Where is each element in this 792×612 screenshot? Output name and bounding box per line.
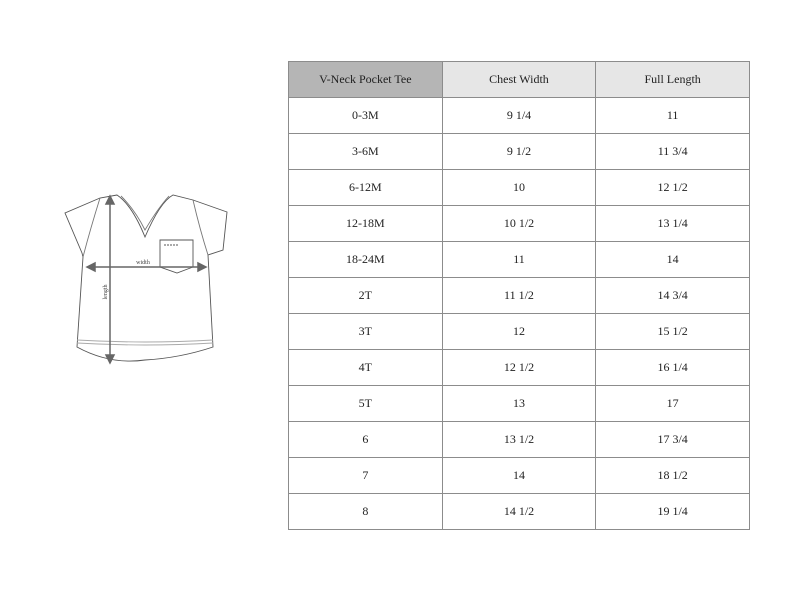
chest-width-cell: 10 [441,169,597,206]
chest-width-cell: 9 1/4 [441,97,597,134]
size-cell: 3-6M [288,133,443,170]
table-header-row: V-Neck Pocket Tee Chest Width Full Lengt… [288,61,750,98]
full-length-cell: 17 [595,385,750,422]
header-style: V-Neck Pocket Tee [288,61,443,98]
pocket-icon [159,239,194,274]
full-length-cell: 14 [595,241,750,278]
chest-width-cell: 10 1/2 [441,205,597,242]
full-length-cell: 14 3/4 [595,277,750,314]
tee-outline [64,194,228,362]
size-cell: 2T [288,277,443,314]
full-length-cell: 19 1/4 [595,493,750,530]
chest-width-cell: 13 [441,385,597,422]
table-row: 6-12M 10 12 1/2 [288,169,750,206]
size-cell: 7 [288,457,443,494]
table-row: 6 13 1/2 17 3/4 [288,421,750,458]
size-cell: 6 [288,421,443,458]
table-row: 3-6M 9 1/2 11 3/4 [288,133,750,170]
size-cell: 4T [288,349,443,386]
table-row: 7 14 18 1/2 [288,457,750,494]
chest-width-cell: 13 1/2 [441,421,597,458]
chest-width-cell: 9 1/2 [441,133,597,170]
table-row: 3T 12 15 1/2 [288,313,750,350]
chest-width-cell: 11 1/2 [441,277,597,314]
size-cell: 6-12M [288,169,443,206]
table-row: 8 14 1/2 19 1/4 [288,493,750,530]
width-label: width [136,260,150,266]
chest-width-cell: 14 1/2 [441,493,597,530]
size-cell: 12-18M [288,205,443,242]
table-row: 0-3M 9 1/4 11 [288,97,750,134]
size-cell: 5T [288,385,443,422]
chest-width-cell: 14 [441,457,597,494]
header-full-length: Full Length [595,61,750,98]
size-cell: 18-24M [288,241,443,278]
chest-width-cell: 12 [441,313,597,350]
table-row: 4T 12 1/2 16 1/4 [288,349,750,386]
full-length-cell: 11 3/4 [595,133,750,170]
header-chest-width: Chest Width [441,61,597,98]
table-row: 12-18M 10 1/2 13 1/4 [288,205,750,242]
chest-width-cell: 11 [441,241,597,278]
full-length-cell: 16 1/4 [595,349,750,386]
table-row: 2T 11 1/2 14 3/4 [288,277,750,314]
size-cell: 0-3M [288,97,443,134]
full-length-cell: 13 1/4 [595,205,750,242]
tee-illustration: width length [64,194,228,365]
full-length-cell: 17 3/4 [595,421,750,458]
full-length-cell: 12 1/2 [595,169,750,206]
size-chart-table: V-Neck Pocket Tee Chest Width Full Lengt… [288,61,750,530]
size-cell: 3T [288,313,443,350]
table-row: 18-24M 11 14 [288,241,750,278]
chest-width-cell: 12 1/2 [441,349,597,386]
full-length-cell: 15 1/2 [595,313,750,350]
size-cell: 8 [288,493,443,530]
table-row: 5T 13 17 [288,385,750,422]
length-label: length [103,285,109,300]
full-length-cell: 18 1/2 [595,457,750,494]
full-length-cell: 11 [595,97,750,134]
